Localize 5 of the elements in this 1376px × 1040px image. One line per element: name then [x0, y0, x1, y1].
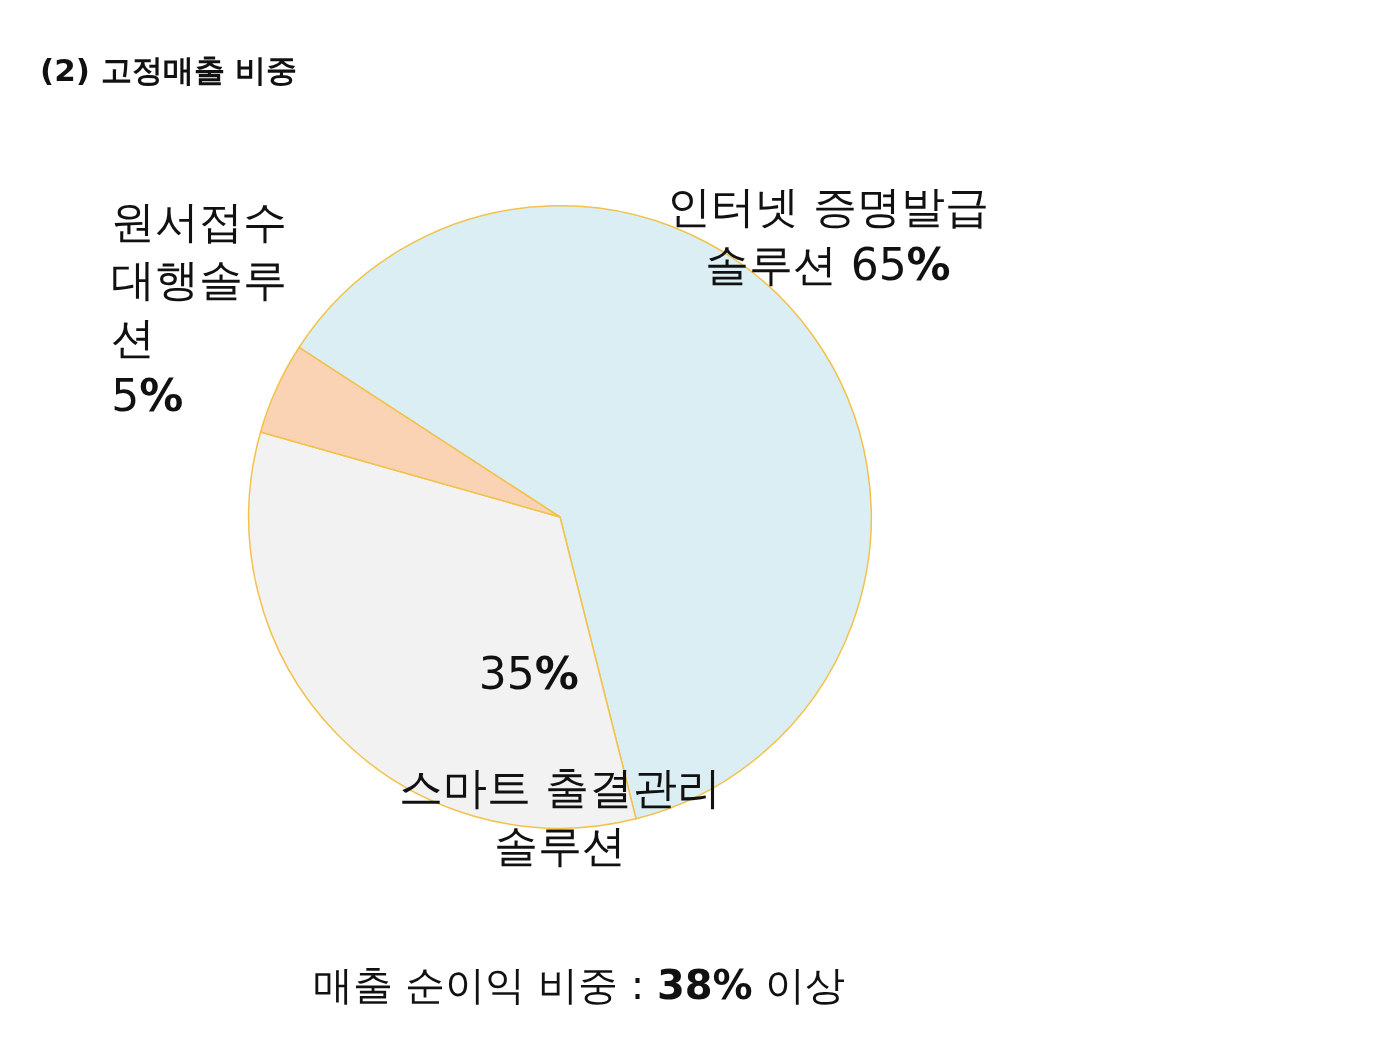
- data-label: 5%: [111, 370, 184, 422]
- slice-label: 원서접수 대행솔루션: [111, 196, 288, 364]
- data-label: 35%: [478, 648, 579, 700]
- chart-title: (2) 고정매출 비중: [40, 51, 298, 90]
- text: 매출 순이익 비중 : 38% 이상: [311, 961, 847, 1010]
